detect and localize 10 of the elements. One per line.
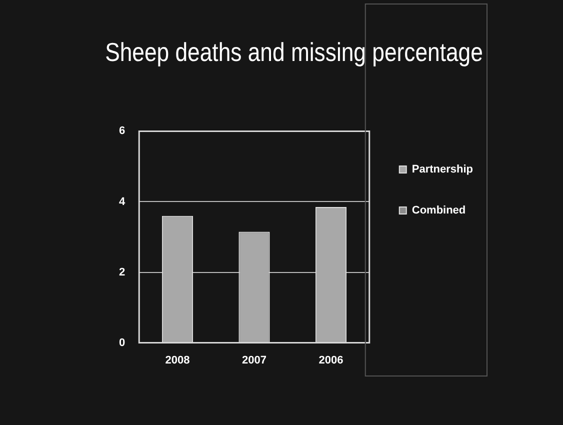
x-tick-label: 2007 [242, 354, 266, 366]
x-tick-label: 2006 [318, 354, 344, 366]
y-tick-label: 4 [118, 196, 126, 208]
legend-label: Partnership [412, 164, 474, 176]
legend-label: Combined [412, 204, 466, 217]
y-tick-label: 0 [118, 336, 126, 349]
x-tick-label: 2008 [165, 354, 190, 366]
y-tick-label: 6 [118, 125, 126, 138]
chart-title: Sheep deaths and missing percentage [105, 38, 483, 68]
y-tick-label: 2 [118, 266, 126, 278]
